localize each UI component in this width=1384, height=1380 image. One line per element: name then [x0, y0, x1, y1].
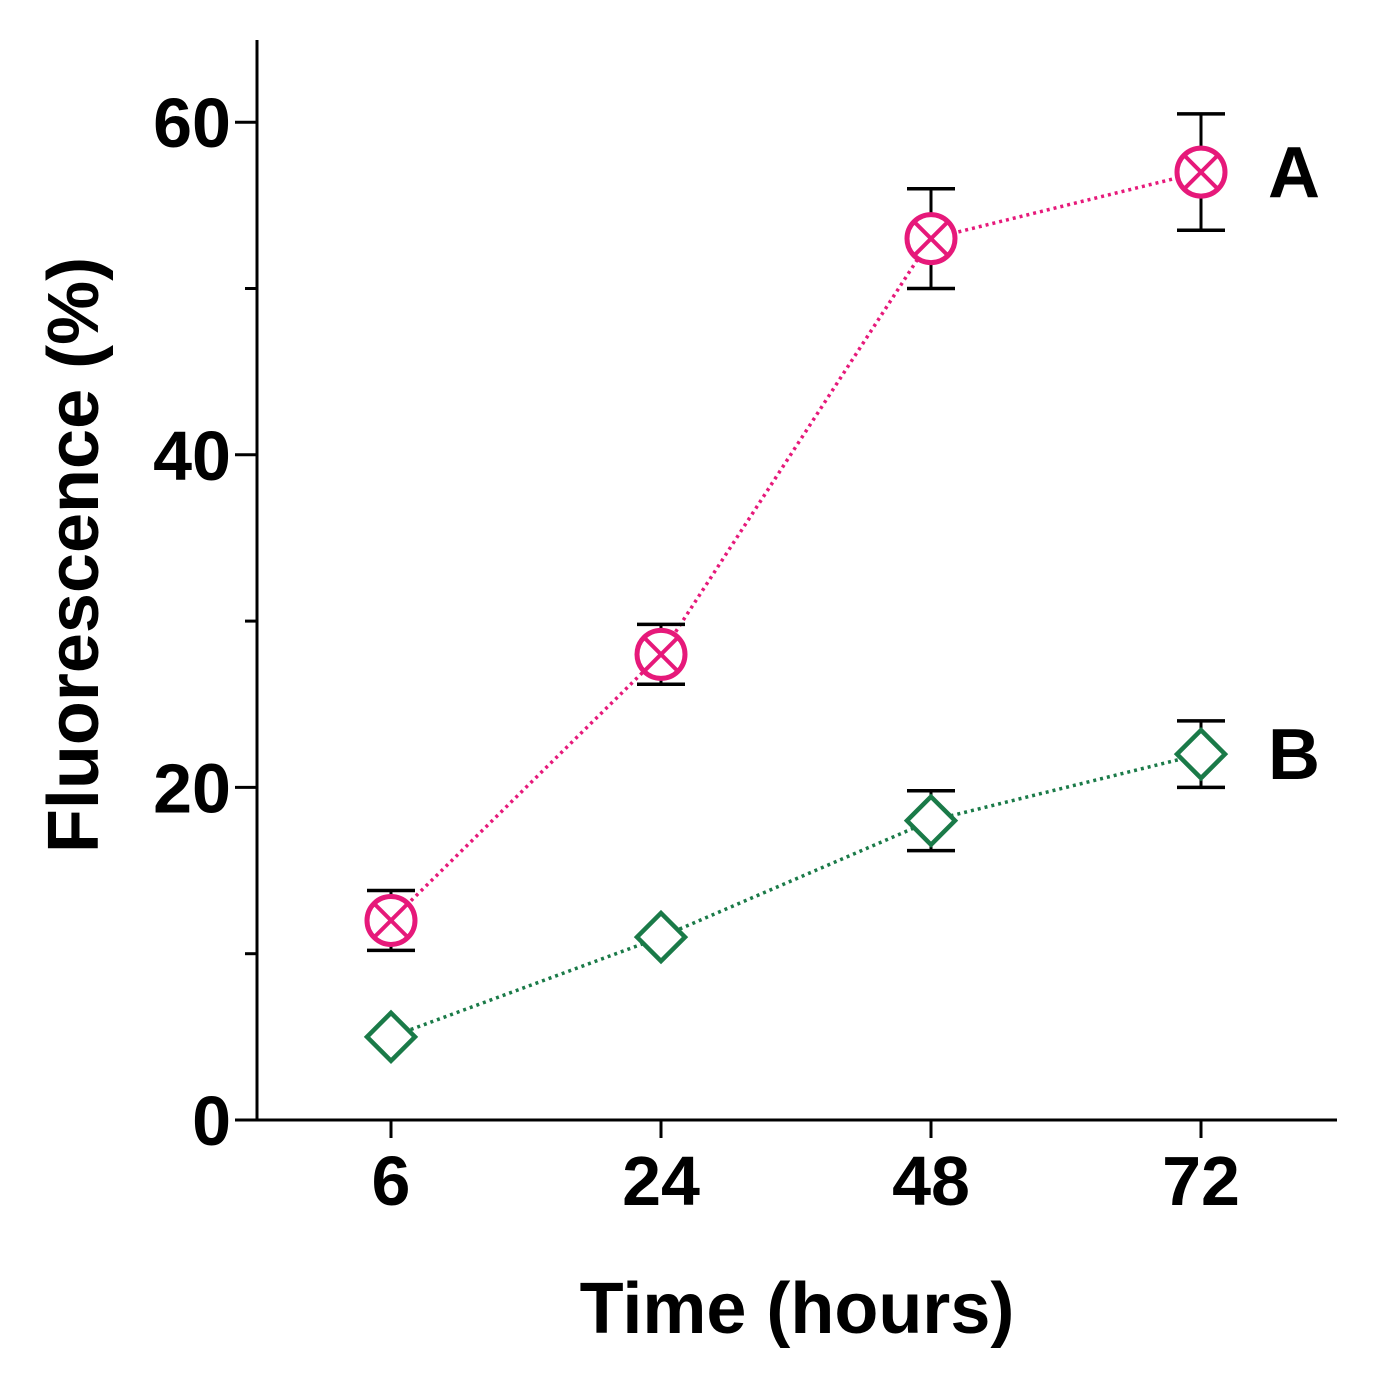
y-axis-title: Fluorescence (%): [34, 257, 114, 853]
series-label-A: A: [1268, 133, 1320, 213]
y-tick-label: 0: [192, 1082, 231, 1160]
data-point-marker: [1173, 726, 1229, 782]
labels-layer: Time (hours) Fluorescence (%): [34, 257, 1014, 1349]
series-line-B: [390, 752, 1202, 1039]
x-tick-label: 24: [622, 1142, 700, 1220]
data-point-marker: [903, 793, 959, 848]
series-B: B: [363, 715, 1320, 1065]
data-point-marker: [1174, 145, 1228, 199]
data-point-marker: [364, 893, 418, 947]
x-axis-title: Time (hours): [580, 1269, 1015, 1349]
x-tick-label: 72: [1162, 1142, 1240, 1220]
axes: 0 20 40 60 6 24 48 72: [153, 40, 1337, 1220]
data-point-marker: [633, 909, 689, 965]
data-point-marker: [634, 627, 688, 681]
series-line-A: [389, 170, 1202, 922]
y-tick-label: 40: [153, 417, 231, 495]
series-label-B: B: [1268, 715, 1320, 795]
y-tick-label: 20: [153, 749, 231, 827]
y-tick-label: 60: [153, 84, 231, 162]
data-point-marker: [904, 212, 958, 266]
series-layer: AB: [363, 112, 1320, 1065]
data-point-marker: [363, 1009, 419, 1065]
x-tick-label: 48: [892, 1142, 970, 1220]
series-A: A: [364, 112, 1320, 953]
x-tick-label: 6: [372, 1142, 411, 1220]
